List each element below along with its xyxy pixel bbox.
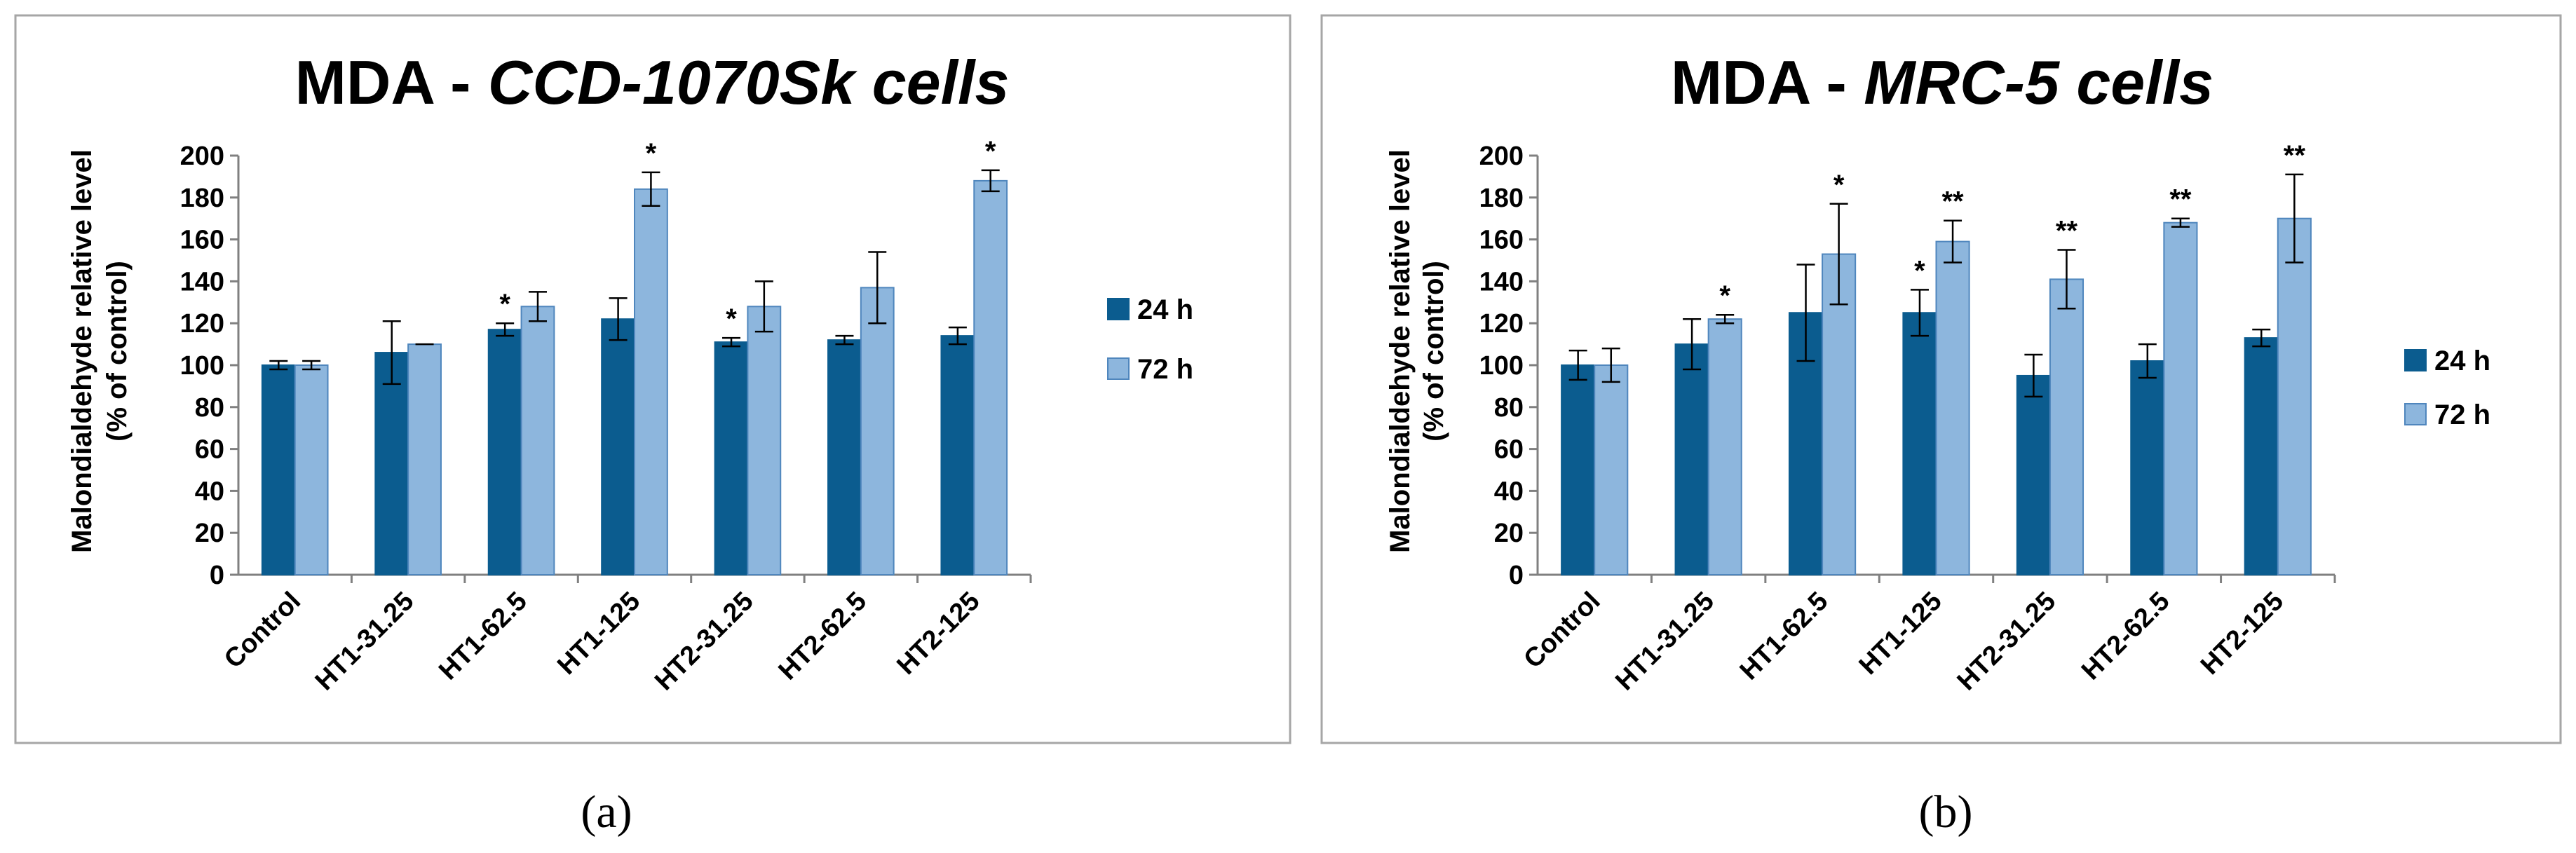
- significance-marker: *: [1914, 255, 1925, 286]
- bar-72h: [1594, 364, 1629, 575]
- y-tick-label: 100: [1479, 351, 1524, 381]
- bar-24h: [2016, 374, 2051, 575]
- significance-marker: *: [985, 136, 996, 167]
- bar-72h: [747, 306, 782, 575]
- bar-72h: [407, 343, 442, 575]
- y-tick-label: 160: [1479, 226, 1524, 255]
- y-tick-label: 160: [180, 226, 224, 255]
- chart-title: MDA - CCD-1070Sk cells: [295, 48, 1010, 117]
- legend-swatch-24h: [1107, 298, 1130, 320]
- y-axis-label-units: (% of control): [102, 261, 133, 442]
- bar-72h: [520, 306, 555, 575]
- bar-24h: [1902, 312, 1937, 575]
- chart-panel-b: MDA - MRC-5 cells Malondialdehyde relativ…: [1320, 14, 2562, 838]
- bar-24h: [940, 335, 975, 575]
- chart-title: MDA - MRC-5 cells: [1671, 48, 2214, 117]
- significance-marker: *: [1833, 170, 1845, 200]
- bar-72h: [1935, 240, 1970, 575]
- legend-swatch-72h: [2404, 403, 2427, 425]
- y-tick-label: 80: [1494, 393, 1524, 423]
- chart-title-cells: CCD-1070Sk cells: [488, 48, 1010, 117]
- y-tick-label: 60: [1494, 435, 1524, 465]
- legend-label: 72 h: [1137, 354, 1193, 385]
- significance-marker: *: [499, 289, 510, 320]
- y-tick-label: 120: [1479, 309, 1524, 339]
- y-tick-label: 200: [1479, 142, 1524, 171]
- bar-72h: [2049, 278, 2084, 575]
- legend-label: 24 h: [2434, 346, 2490, 376]
- y-tick-label: 0: [210, 561, 224, 590]
- bar-72h: [2163, 221, 2198, 575]
- bar-72h: [973, 179, 1008, 575]
- y-tick-label: 20: [195, 519, 224, 548]
- y-axis-label-units: (% of control): [1418, 261, 1449, 442]
- bar-24h: [601, 318, 636, 575]
- bar-24h: [714, 341, 749, 575]
- y-tick-label: 60: [195, 435, 224, 465]
- legend-label: 72 h: [2434, 400, 2490, 430]
- significance-marker: *: [1719, 280, 1730, 311]
- chart-title-cells: MRC-5 cells: [1864, 48, 2214, 117]
- bar-24h: [261, 364, 296, 575]
- legend-swatch-72h: [1107, 357, 1130, 380]
- chart-panel-a: MDA - CCD-1070Sk cells Malondialdehyde re…: [14, 14, 1292, 838]
- bar-24h: [487, 329, 522, 575]
- significance-marker: **: [2284, 140, 2306, 171]
- y-tick-label: 140: [1479, 267, 1524, 296]
- bar-24h: [827, 339, 862, 575]
- legend-swatch-24h: [2404, 349, 2427, 371]
- panel-label: (b): [1919, 786, 1973, 838]
- bar-24h: [2244, 337, 2279, 575]
- y-tick-label: 200: [180, 142, 224, 171]
- significance-marker: *: [726, 303, 737, 334]
- y-tick-label: 120: [180, 309, 224, 339]
- bar-24h: [1561, 364, 1596, 575]
- bar-72h: [860, 287, 895, 575]
- y-tick-label: 80: [195, 393, 224, 423]
- significance-marker: *: [646, 138, 657, 169]
- y-tick-label: 0: [1509, 561, 1524, 590]
- y-tick-label: 40: [1494, 477, 1524, 506]
- y-tick-label: 40: [195, 477, 224, 506]
- bar-24h: [1674, 343, 1709, 575]
- y-tick-label: 140: [180, 267, 224, 296]
- bar-24h: [2130, 360, 2165, 576]
- significance-marker: **: [2056, 216, 2078, 247]
- significance-marker: **: [1941, 186, 1964, 217]
- y-tick-label: 180: [180, 184, 224, 213]
- bar-72h: [294, 364, 329, 575]
- y-axis-label: Malondialdehyde relative level: [1385, 149, 1416, 553]
- legend-label: 24 h: [1137, 294, 1193, 325]
- significance-marker: **: [2169, 184, 2192, 215]
- y-tick-label: 100: [180, 351, 224, 381]
- y-tick-label: 180: [1479, 184, 1524, 213]
- bar-72h: [1707, 318, 1742, 575]
- y-axis-label: Malondialdehyde relative level: [67, 149, 97, 553]
- y-tick-label: 20: [1494, 519, 1524, 548]
- chart-title-prefix: MDA -: [295, 48, 488, 117]
- chart-title-prefix: MDA -: [1671, 48, 1864, 117]
- panel-label: (a): [581, 786, 632, 838]
- bar-24h: [374, 352, 409, 575]
- bar-72h: [2277, 217, 2312, 575]
- bar-72h: [634, 188, 668, 575]
